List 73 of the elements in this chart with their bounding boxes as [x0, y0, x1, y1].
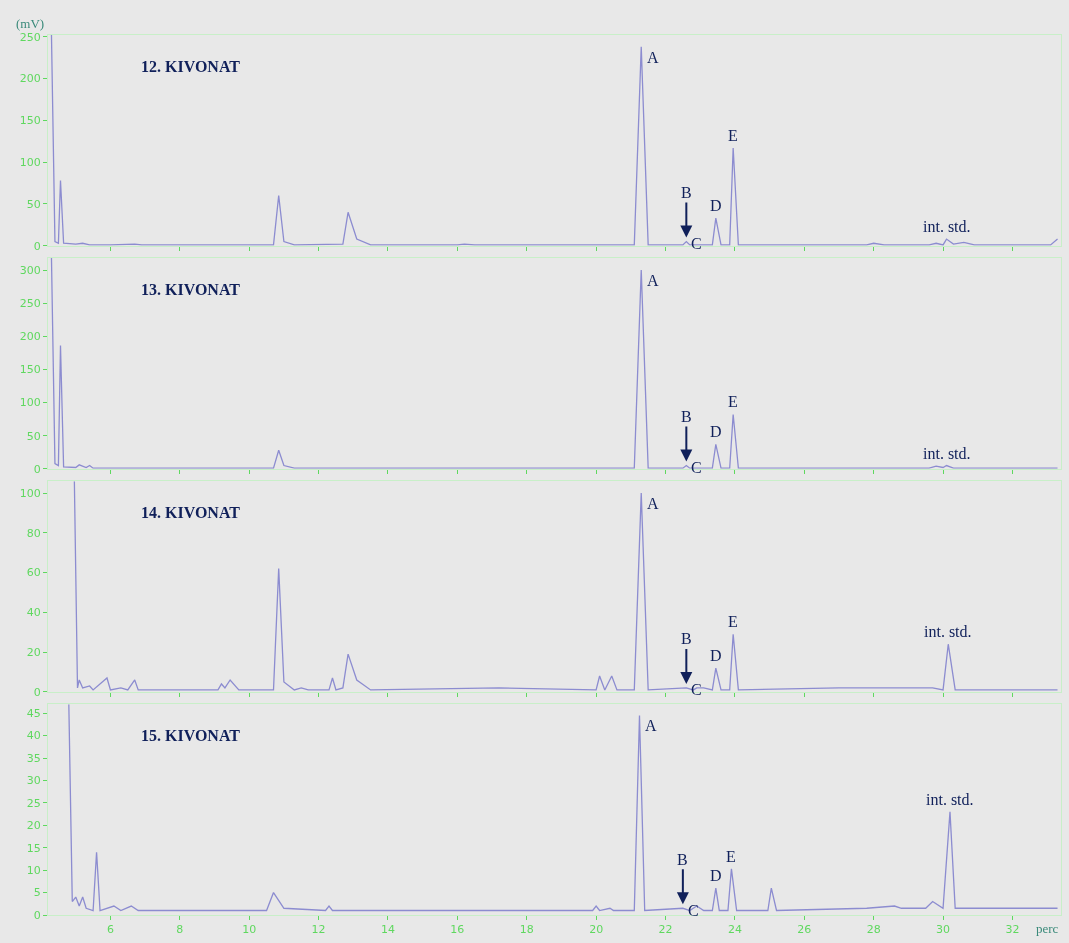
annotation: E [728, 393, 738, 410]
x-tick-label: 16 [450, 923, 465, 937]
annotation: int. std. [926, 791, 974, 808]
annotation: A [647, 49, 659, 66]
y-tick-label: 250 [19, 30, 41, 44]
annotation: E [726, 848, 736, 865]
annotation: B [681, 408, 692, 425]
text: 13. KIVONAT [141, 281, 241, 298]
x-tick-label: 20 [589, 923, 604, 937]
text: 14. KIVONAT [141, 504, 241, 521]
y-tick-label: 40 [26, 729, 41, 743]
annotation: D [710, 423, 722, 440]
x-tick-label: 14 [380, 923, 395, 937]
x-tick-label: 24 [727, 923, 742, 937]
annotation: D [710, 197, 722, 214]
y-tick-label: 150 [19, 363, 41, 377]
x-axis-title: perc [1036, 921, 1059, 936]
y-tick-label: 150 [19, 114, 41, 128]
annotation: E [728, 127, 738, 144]
x-tick-label: 30 [936, 923, 951, 937]
y-axis-title: (mV) [16, 16, 45, 31]
y-tick-label: 100 [19, 486, 41, 500]
x-tick-label: 8 [176, 923, 184, 937]
x-tick-label: 10 [242, 923, 257, 937]
y-tick-label: 40 [26, 606, 41, 620]
x-tick-label: 32 [1005, 923, 1020, 937]
annotation: E [728, 613, 738, 630]
y-tick-label: 0 [33, 685, 41, 699]
annotation: A [647, 272, 659, 289]
annotation: int. std. [924, 623, 972, 640]
y-tick-label: 15 [26, 841, 41, 855]
y-tick-label: 100 [19, 396, 41, 410]
y-tick-label: 35 [26, 751, 41, 765]
annotation: C [691, 681, 702, 698]
annotation: A [647, 495, 659, 512]
x-tick-label: 26 [797, 923, 812, 937]
annotation: C [688, 902, 699, 919]
y-tick-label: 250 [19, 297, 41, 310]
y-tick-label: 100 [19, 155, 41, 169]
y-tick-label: 20 [26, 819, 41, 833]
y-tick-label: 50 [26, 197, 41, 211]
y-tick-label: 200 [19, 72, 41, 86]
y-tick-label: 45 [26, 707, 41, 721]
x-tick-label: 22 [658, 923, 673, 937]
annotation: A [645, 717, 657, 734]
annotation: D [710, 867, 722, 884]
y-tick-label: 10 [26, 864, 41, 878]
y-tick-label: 30 [26, 774, 41, 788]
y-tick-label: 25 [26, 796, 41, 810]
annotation: C [691, 459, 702, 476]
y-tick-label: 0 [33, 462, 41, 476]
y-tick-label: 0 [33, 908, 41, 922]
y-tick-label: 20 [26, 646, 41, 659]
annotation: B [681, 630, 692, 647]
text: 15. KIVONAT [141, 727, 241, 744]
text: 12. KIVONAT [141, 58, 241, 75]
y-tick-label: 5 [33, 886, 41, 900]
y-tick-label: 50 [26, 429, 41, 443]
x-tick-label: 28 [866, 923, 881, 937]
annotation: B [681, 184, 692, 201]
x-tick-label: 6 [106, 923, 114, 937]
annotation: B [677, 851, 688, 868]
x-tick-label: 18 [519, 923, 534, 937]
y-tick-label: 0 [33, 239, 41, 253]
y-tick-label: 80 [26, 526, 41, 540]
annotation: int. std. [923, 445, 971, 462]
y-tick-label: 200 [19, 330, 41, 344]
y-tick-label: 300 [19, 263, 41, 277]
annotation: C [691, 235, 702, 252]
annotation: int. std. [923, 218, 971, 235]
annotation: D [710, 647, 722, 664]
x-tick-label: 12 [311, 923, 326, 937]
y-tick-label: 60 [26, 566, 41, 580]
